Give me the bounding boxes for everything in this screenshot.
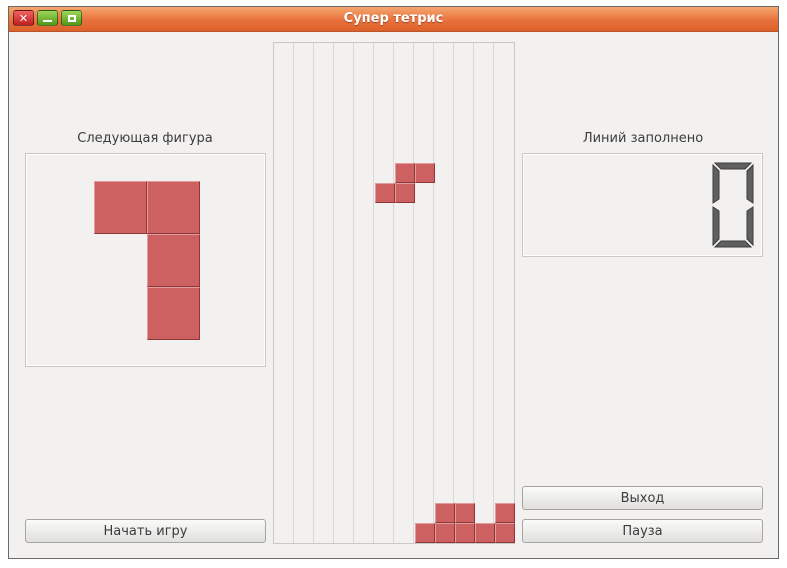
start-game-button[interactable]: Начать игру bbox=[25, 519, 266, 543]
next-piece-block bbox=[94, 181, 147, 234]
board-gridline bbox=[333, 43, 334, 543]
next-piece-panel bbox=[25, 153, 266, 367]
window-title: Супер тетрис bbox=[343, 11, 444, 26]
settled-block bbox=[435, 523, 455, 543]
lines-filled-label: Линий заполнено bbox=[582, 131, 704, 146]
settled-block bbox=[455, 523, 475, 543]
falling-piece-block bbox=[415, 163, 435, 183]
settled-block bbox=[495, 503, 515, 523]
board-gridline bbox=[373, 43, 374, 543]
next-piece-label: Следующая фигура bbox=[77, 131, 213, 146]
settled-block bbox=[475, 523, 495, 543]
minimize-button[interactable] bbox=[37, 10, 58, 26]
close-button[interactable]: ✕ bbox=[13, 10, 34, 26]
next-piece-block bbox=[147, 181, 200, 234]
board-gridline bbox=[433, 43, 434, 543]
settled-block bbox=[435, 503, 455, 523]
app-window: ✕ Супер тетрис Следующая фигура Начать и… bbox=[8, 6, 779, 559]
board-gridline bbox=[453, 43, 454, 543]
board-gridline bbox=[493, 43, 494, 543]
board-gridline bbox=[313, 43, 314, 543]
settled-block bbox=[415, 523, 435, 543]
board-gridline bbox=[293, 43, 294, 543]
board-gridline bbox=[353, 43, 354, 543]
board-gridline bbox=[413, 43, 414, 543]
next-piece-block bbox=[147, 234, 200, 287]
lines-counter-display: 0 bbox=[709, 160, 754, 248]
next-piece-block bbox=[147, 287, 200, 340]
falling-piece-block bbox=[395, 183, 415, 203]
pause-button[interactable]: Пауза bbox=[522, 519, 763, 543]
falling-piece-block bbox=[375, 183, 395, 203]
maximize-button[interactable] bbox=[61, 10, 82, 26]
falling-piece-block bbox=[395, 163, 415, 183]
settled-block bbox=[495, 523, 515, 543]
board-gridline bbox=[473, 43, 474, 543]
minimize-icon bbox=[43, 20, 52, 22]
game-board bbox=[273, 42, 515, 544]
board-gridline bbox=[393, 43, 394, 543]
settled-block bbox=[455, 503, 475, 523]
lines-counter-panel: 0 bbox=[522, 153, 763, 257]
title-bar[interactable]: ✕ Супер тетрис bbox=[9, 7, 778, 32]
exit-button[interactable]: Выход bbox=[522, 486, 763, 510]
close-icon: ✕ bbox=[18, 11, 29, 25]
lines-counter-value: 0 bbox=[709, 160, 710, 161]
maximize-icon bbox=[67, 14, 76, 22]
